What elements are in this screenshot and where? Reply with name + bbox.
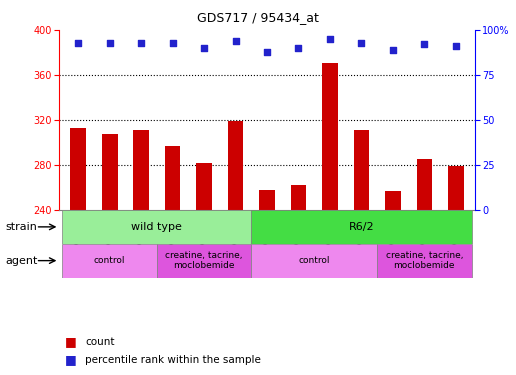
Point [232,38,240,44]
Bar [259,190,275,210]
Bar [251,244,377,278]
Text: strain: strain [5,222,37,232]
Bar [165,146,181,210]
Text: GDS717 / 95434_at: GDS717 / 95434_at [197,11,319,24]
Point [420,41,428,47]
Text: agent: agent [5,256,38,266]
Point [294,45,302,51]
Text: percentile rank within the sample: percentile rank within the sample [85,355,261,365]
Point [326,36,334,42]
Text: control: control [298,256,330,265]
Bar [102,134,118,210]
Point [169,40,177,46]
Bar [62,210,251,244]
Bar [377,244,472,278]
Bar [353,130,369,210]
Text: creatine, tacrine,
moclobemide: creatine, tacrine, moclobemide [385,251,463,270]
Bar [228,121,244,210]
Text: R6/2: R6/2 [349,222,374,232]
Text: ■: ■ [64,354,76,366]
Bar [416,159,432,210]
Bar [448,166,464,210]
Bar [291,185,307,210]
Point [200,45,208,51]
Text: creatine, tacrine,
moclobemide: creatine, tacrine, moclobemide [165,251,243,270]
Bar [251,210,472,244]
Point [357,40,365,46]
Bar [196,163,212,210]
Point [137,40,146,46]
Bar [385,191,401,210]
Point [74,40,83,46]
Point [263,49,271,55]
Text: control: control [94,256,125,265]
Bar [322,63,338,210]
Bar [62,244,157,278]
Bar [133,130,149,210]
Point [452,43,460,49]
Text: wild type: wild type [132,222,182,232]
Bar [70,128,86,210]
Point [106,40,114,46]
Text: count: count [85,337,115,347]
Text: ■: ■ [64,336,76,348]
Point [389,47,397,53]
Bar [157,244,251,278]
